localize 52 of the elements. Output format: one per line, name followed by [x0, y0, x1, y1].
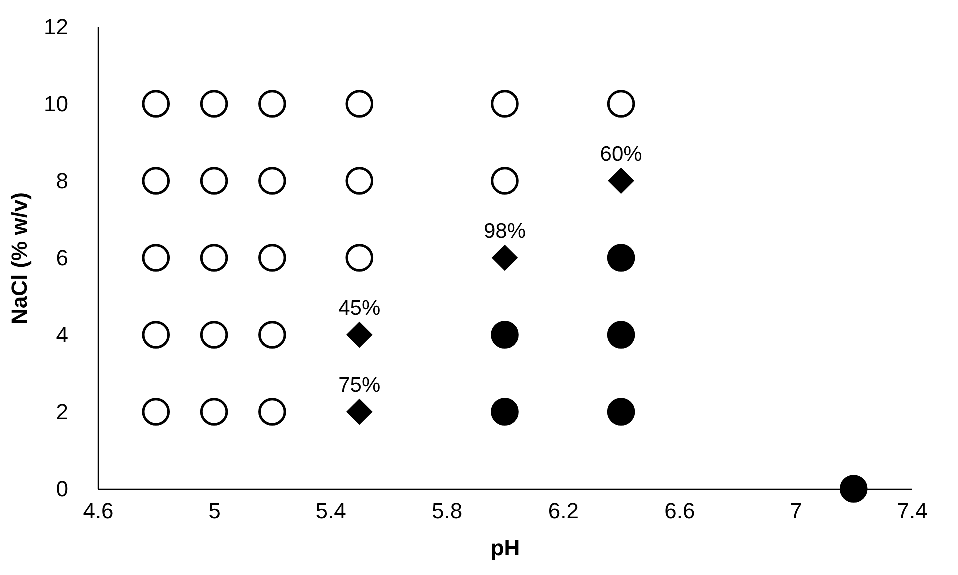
point: [142, 244, 170, 272]
point: [346, 244, 374, 272]
point: [258, 167, 286, 195]
point: [491, 398, 519, 426]
point: [142, 398, 170, 426]
annotation: 60%: [600, 143, 642, 166]
point: [200, 398, 228, 426]
point: [200, 90, 228, 118]
y-axis-title: NaCl (% w/v): [7, 192, 32, 325]
x-tick-label: 4.6: [83, 498, 114, 524]
y-tick-label: 12: [44, 14, 68, 40]
x-tick-label: 6.6: [664, 498, 696, 524]
y-tick-label: 6: [56, 246, 68, 270]
point: [346, 322, 372, 348]
x-axis-title: pH: [490, 536, 520, 560]
x-tick-label: 5: [208, 498, 221, 524]
point: [142, 167, 170, 195]
x-tick-label: 6.2: [548, 498, 579, 524]
y-tick-label: 10: [44, 92, 68, 116]
point: [200, 244, 228, 272]
y-tick-label: 2: [56, 400, 68, 424]
point: [346, 90, 374, 118]
point: [491, 321, 519, 349]
annotation: 98%: [484, 220, 526, 243]
point: [200, 167, 228, 195]
y-tick-label: 8: [56, 168, 68, 194]
x-tick-label: 7.4: [897, 498, 928, 524]
point: [346, 167, 374, 195]
point: [608, 168, 634, 194]
y-tick-label: 0: [56, 476, 68, 502]
annotation: 75%: [338, 374, 381, 397]
point: [492, 245, 518, 271]
point: [491, 90, 519, 118]
point: [258, 398, 286, 426]
point: [491, 167, 519, 195]
point: [607, 90, 636, 118]
point: [142, 321, 170, 349]
point: [607, 321, 636, 349]
point: [258, 321, 286, 349]
point: [258, 244, 286, 272]
x-tick-label: 7: [790, 498, 802, 524]
point: [142, 90, 170, 118]
point: [346, 399, 372, 425]
x-tick-label: 5.4: [316, 498, 346, 524]
point: [258, 90, 286, 118]
x-tick-label: 5.8: [432, 498, 463, 524]
y-tick-label: 4: [56, 322, 68, 348]
point: [607, 398, 636, 426]
annotation: 45%: [338, 297, 381, 320]
point: [840, 475, 868, 503]
point: [607, 244, 636, 272]
point: [200, 321, 228, 349]
